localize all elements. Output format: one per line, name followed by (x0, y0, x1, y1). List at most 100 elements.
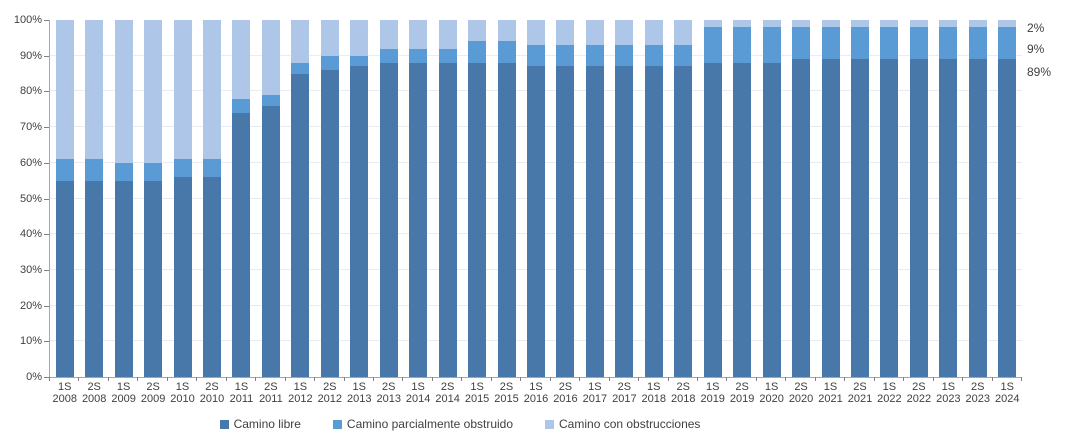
y-axis-tick (44, 91, 49, 93)
bar-segment (909, 27, 928, 60)
bar-segment (114, 180, 133, 377)
bar-segment (792, 59, 811, 377)
bar-segment (350, 20, 369, 56)
x-axis-label: 1S 2021 (818, 381, 843, 405)
bar-segment (409, 48, 428, 63)
x-axis-label: 1S 2014 (405, 381, 431, 405)
legend-label: Camino con obstrucciones (559, 417, 701, 431)
bar-segment (968, 20, 987, 28)
bar-segment (173, 20, 192, 160)
x-axis-tick (696, 377, 698, 381)
bar-segment (792, 20, 811, 28)
bar-segment (173, 177, 192, 377)
x-axis-label: 2S 2021 (847, 381, 873, 405)
bar-segment (674, 66, 693, 377)
x-axis-tick (431, 377, 433, 381)
bar-segment (762, 62, 781, 377)
x-axis-label: 2S 2013 (376, 381, 401, 405)
y-axis-tick (44, 20, 49, 21)
x-axis-tick (520, 377, 522, 381)
x-axis-tick (225, 377, 227, 381)
bar-segment (55, 180, 74, 377)
bar-segment (202, 159, 221, 178)
bar-column (556, 20, 575, 377)
bar-segment (998, 20, 1017, 28)
bar-segment (379, 62, 398, 377)
bar-segment (438, 20, 457, 49)
bar-segment (350, 66, 369, 377)
bar-segment (438, 48, 457, 63)
bar-segment (379, 20, 398, 49)
bar-segment (880, 59, 899, 377)
x-axis-tick (785, 377, 787, 381)
plot-area (50, 20, 1022, 377)
y-axis-tick (44, 269, 49, 271)
bar-segment (968, 27, 987, 60)
legend-item: Camino con obstrucciones (545, 417, 700, 431)
bar-segment (144, 180, 163, 377)
bar-column (880, 20, 899, 377)
y-axis-tick-label: 60% (19, 156, 42, 169)
bar-segment (320, 55, 339, 70)
bar-column (821, 20, 840, 377)
bar-segment (526, 45, 545, 67)
bar-segment (674, 20, 693, 46)
bar-segment (320, 20, 339, 56)
bar-segment (291, 73, 310, 377)
x-axis-label: 1S 2016 (523, 381, 549, 405)
bar-column (144, 20, 163, 377)
bars (50, 20, 1022, 377)
bar-segment (733, 27, 752, 63)
x-axis-tick (932, 377, 934, 381)
x-axis-tick (608, 377, 610, 381)
bar-segment (497, 62, 516, 377)
y-axis-tick-label: 70% (19, 121, 42, 134)
bar-column (792, 20, 811, 377)
bar-segment (821, 20, 840, 28)
bar-segment (644, 20, 663, 46)
x-axis-ticks (49, 377, 1022, 382)
y-axis-tick (44, 341, 49, 343)
bar-segment (968, 59, 987, 377)
bar-segment (85, 159, 104, 181)
bar-segment (909, 59, 928, 377)
bar-segment (526, 20, 545, 46)
y-axis-tick-label: 30% (19, 263, 42, 276)
x-axis-label: 1S 2024 (994, 381, 1020, 405)
bar-segment (144, 162, 163, 181)
y-axis-tick-label: 80% (19, 85, 42, 98)
x-axis-tick (107, 377, 109, 381)
bar-segment (173, 159, 192, 178)
bar-column (438, 20, 457, 377)
x-axis-label: 1S 2022 (877, 381, 902, 405)
legend-item: Camino parcialmente obstruido (332, 417, 513, 431)
x-axis-tick (402, 377, 404, 381)
bar-segment (556, 20, 575, 46)
bar-segment (644, 66, 663, 377)
bar-column (497, 20, 516, 377)
bar-segment (232, 20, 251, 99)
bar-segment (114, 162, 133, 181)
bar-column (644, 20, 663, 377)
x-axis-label: 2S 2011 (259, 381, 283, 405)
bar-segment (526, 66, 545, 377)
bar-segment (703, 20, 722, 28)
y-axis-tick (44, 234, 49, 236)
data-label: 9% (1027, 42, 1045, 56)
x-axis-tick (1020, 377, 1022, 381)
bar-column (114, 20, 133, 377)
bar-segment (202, 177, 221, 377)
bar-column (968, 20, 987, 377)
x-axis-tick (461, 377, 463, 381)
x-axis-label: 2S 2017 (612, 381, 637, 405)
x-axis-tick (962, 377, 964, 381)
x-axis-tick (726, 377, 728, 381)
x-axis-label: 1S 2013 (347, 381, 372, 405)
legend-label: Camino libre (233, 417, 301, 431)
x-axis-label: 1S 2018 (641, 381, 667, 405)
y-axis-tick (44, 162, 49, 164)
x-axis-tick (991, 377, 993, 381)
x-axis-label: 1S 2015 (464, 381, 490, 405)
x-axis-tick (314, 377, 316, 381)
bar-column (468, 20, 487, 377)
